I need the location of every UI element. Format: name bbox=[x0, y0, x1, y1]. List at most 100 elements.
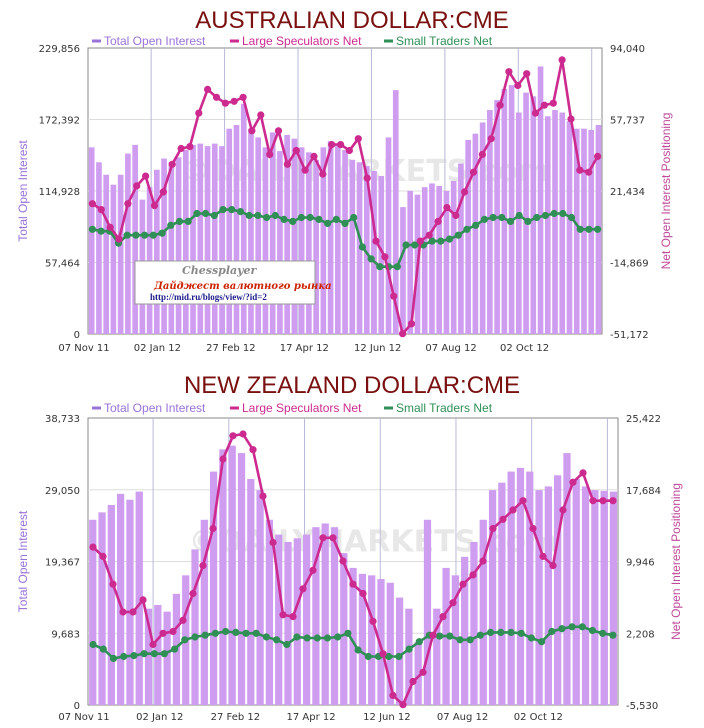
open-interest-bar bbox=[501, 88, 508, 334]
x-axis-tick: 27 Feb 12 bbox=[206, 343, 256, 354]
large-speculators-point bbox=[429, 631, 437, 639]
large-speculators-point bbox=[212, 93, 221, 101]
large-speculators-point bbox=[425, 231, 433, 239]
small-traders-point bbox=[280, 215, 288, 223]
small-traders-point bbox=[228, 206, 236, 214]
open-interest-bar bbox=[400, 207, 406, 334]
large-speculators-point bbox=[299, 585, 307, 593]
large-speculators-point bbox=[379, 650, 387, 658]
small-traders-point bbox=[341, 219, 349, 227]
large-speculators-point bbox=[359, 589, 367, 598]
large-speculators-point bbox=[99, 552, 107, 561]
large-speculators-point bbox=[589, 497, 597, 505]
small-traders-point bbox=[437, 237, 445, 245]
large-speculators-point bbox=[179, 616, 187, 624]
large-speculators-point bbox=[439, 613, 447, 621]
small-traders-point bbox=[313, 634, 321, 642]
small-traders-point bbox=[599, 629, 607, 637]
small-traders-point bbox=[289, 217, 297, 225]
stamp-frame bbox=[134, 260, 316, 305]
small-traders-point bbox=[344, 629, 352, 637]
large-speculators-point bbox=[399, 330, 407, 338]
open-interest-bar bbox=[219, 146, 225, 334]
open-interest-bar bbox=[526, 471, 534, 705]
small-traders-point bbox=[175, 217, 184, 225]
small-traders-point bbox=[202, 209, 210, 218]
legend-entry: Large Speculators Net bbox=[230, 34, 362, 48]
large-speculators-point bbox=[559, 506, 567, 514]
small-traders-point bbox=[609, 631, 617, 639]
large-speculators-point bbox=[248, 127, 256, 135]
large-speculators-point bbox=[540, 101, 549, 109]
chart-title: NEW ZEALAND DOLLAR:CME bbox=[184, 372, 520, 399]
large-speculators-point bbox=[499, 515, 507, 523]
small-traders-point bbox=[498, 213, 506, 222]
large-speculators-point bbox=[133, 182, 141, 190]
small-traders-point bbox=[480, 215, 488, 223]
large-speculators-point bbox=[292, 146, 300, 155]
open-interest-bar bbox=[537, 66, 544, 334]
open-interest-bar bbox=[228, 445, 236, 705]
stamp-line: Дайджест валютного рынка bbox=[153, 281, 332, 292]
large-speculators-point bbox=[489, 524, 497, 533]
legend-entry: Small Traders Net bbox=[384, 34, 493, 48]
large-speculators-point bbox=[266, 150, 274, 158]
small-traders-point bbox=[245, 211, 253, 220]
large-speculators-point bbox=[339, 557, 347, 565]
open-interest-bar bbox=[498, 482, 506, 705]
open-interest-bar bbox=[107, 504, 115, 705]
small-traders-point bbox=[210, 211, 218, 220]
open-interest-bar bbox=[423, 519, 432, 705]
small-traders-point bbox=[132, 231, 140, 239]
open-interest-bar bbox=[609, 491, 618, 705]
small-traders-series bbox=[89, 623, 617, 663]
open-interest-bar bbox=[378, 175, 385, 334]
stamp-url: http://mid.ru/blogs/view/?id=2 bbox=[150, 292, 267, 302]
open-interest-bar bbox=[269, 132, 276, 334]
small-traders-point bbox=[594, 225, 602, 233]
small-traders-point bbox=[306, 213, 314, 222]
open-interest-bar bbox=[256, 490, 264, 705]
open-interest-bar bbox=[386, 582, 394, 705]
legend-label: Small Traders Net bbox=[396, 401, 493, 415]
open-interest-bar bbox=[200, 519, 208, 705]
legend-entry: Large Speculators Net bbox=[230, 401, 362, 415]
open-interest-bar bbox=[581, 128, 587, 334]
large-speculators-series bbox=[88, 56, 602, 338]
small-traders-point bbox=[149, 231, 157, 239]
large-speculators-point bbox=[529, 524, 537, 533]
small-traders-point bbox=[487, 628, 495, 637]
right-axis-tick: 17,684 bbox=[626, 486, 661, 497]
open-interest-bar bbox=[277, 151, 283, 334]
open-interest-bar bbox=[342, 149, 348, 334]
legend-label: Total Open Interest bbox=[104, 34, 206, 48]
x-axis-tick: 07 Aug 12 bbox=[425, 343, 476, 354]
large-speculators-point bbox=[390, 292, 398, 300]
open-interest-bar bbox=[306, 152, 312, 334]
small-traders-point bbox=[376, 263, 384, 271]
large-speculators-point bbox=[257, 111, 265, 119]
left-axis-tick: 57,464 bbox=[45, 259, 80, 270]
open-interest-bar bbox=[125, 153, 131, 334]
large-speculators-point bbox=[274, 127, 283, 135]
open-interest-bar bbox=[163, 611, 171, 705]
small-traders-point bbox=[541, 211, 550, 220]
small-traders-point bbox=[303, 634, 311, 642]
open-interest-bar bbox=[298, 147, 305, 334]
large-speculators-point bbox=[354, 135, 362, 143]
large-speculators-point bbox=[189, 589, 197, 598]
legend-entry: Total Open Interest bbox=[92, 401, 206, 415]
small-traders-point bbox=[415, 638, 423, 646]
open-interest-bar bbox=[209, 471, 218, 705]
large-speculators-point bbox=[328, 141, 336, 149]
small-traders-point bbox=[283, 640, 291, 649]
open-interest-bar bbox=[523, 92, 529, 334]
open-interest-bar bbox=[371, 171, 377, 334]
large-speculators-point bbox=[329, 534, 337, 542]
open-interest-bar bbox=[262, 147, 269, 334]
large-speculators-point bbox=[434, 217, 442, 225]
open-interest-bar bbox=[358, 573, 367, 705]
large-speculators-point bbox=[259, 492, 267, 500]
small-traders-point bbox=[393, 263, 401, 271]
